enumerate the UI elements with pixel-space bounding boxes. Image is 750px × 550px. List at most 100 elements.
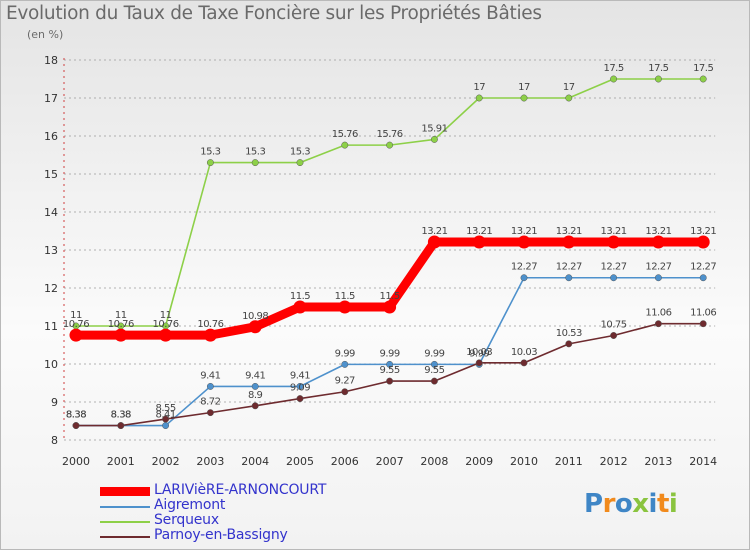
data-point-parnoy: [699, 320, 707, 328]
data-label-parnoy: 11.06: [645, 308, 671, 319]
data-point-lariviere: [248, 320, 262, 334]
data-label-parnoy: 8.72: [200, 397, 220, 408]
data-label-lariviere: 13.21: [556, 226, 582, 237]
data-point-lariviere: [383, 300, 397, 314]
data-point-parnoy: [654, 320, 662, 328]
data-label-aigremont: 12.27: [690, 262, 716, 273]
y-tick-label: 9: [51, 396, 58, 409]
data-label-lariviere: 13.21: [601, 226, 627, 237]
data-point-serqueux: [475, 94, 483, 102]
legend-swatch-serqueux: [100, 521, 150, 523]
data-point-parnoy: [341, 388, 349, 396]
data-label-parnoy: 10.03: [466, 347, 492, 358]
x-tick-label: 2010: [510, 455, 538, 468]
data-point-lariviere: [562, 235, 576, 249]
y-tick-label: 16: [44, 130, 58, 143]
data-point-lariviere: [696, 235, 710, 249]
legend-label-parnoy: Parnoy-en-Bassigny: [154, 527, 288, 543]
data-point-serqueux: [610, 75, 618, 83]
data-label-lariviere: 10.76: [63, 319, 89, 330]
data-label-aigremont: 9.99: [469, 348, 489, 359]
unit-label: (en %): [27, 28, 64, 41]
data-label-lariviere: 13.21: [690, 226, 716, 237]
data-label-serqueux: 15.76: [332, 129, 358, 140]
logo-letter: i: [648, 489, 658, 519]
x-tick-label: 2000: [62, 455, 90, 468]
data-point-lariviere: [427, 235, 441, 249]
data-point-lariviere: [517, 235, 531, 249]
legend-item-aigremont[interactable]: Aigremont: [100, 497, 420, 514]
x-tick-label: 2009: [465, 455, 493, 468]
data-point-lariviere: [114, 328, 128, 342]
data-point-lariviere: [69, 328, 83, 342]
legend-item-lariviere[interactable]: LARIVièRE-ARNONCOURT: [100, 482, 420, 499]
data-label-serqueux: 17.5: [648, 63, 668, 74]
data-point-aigremont: [699, 274, 707, 282]
data-point-lariviere: [472, 235, 486, 249]
logo-letter: r: [602, 489, 616, 519]
data-point-lariviere: [159, 328, 173, 342]
x-tick-label: 2007: [376, 455, 404, 468]
data-label-parnoy: 8.38: [66, 410, 86, 421]
data-label-aigremont: 9.99: [379, 348, 399, 359]
y-tick-label: 8: [51, 434, 58, 447]
data-label-lariviere: 10.76: [197, 319, 223, 330]
x-tick-label: 2011: [555, 455, 583, 468]
data-label-parnoy: 9.09: [290, 383, 310, 394]
logo-letter: P: [584, 489, 603, 519]
y-tick-label: 13: [44, 244, 58, 257]
data-point-lariviere: [293, 300, 307, 314]
data-label-lariviere: 11.5: [290, 291, 310, 302]
data-label-lariviere: 10.76: [153, 319, 179, 330]
logo-letter: o: [614, 489, 633, 519]
data-point-serqueux: [699, 75, 707, 83]
data-point-aigremont: [610, 274, 618, 282]
data-label-aigremont: 12.27: [511, 262, 537, 273]
data-label-serqueux: 11: [115, 310, 127, 321]
data-label-lariviere: 10.98: [242, 311, 268, 322]
data-point-parnoy: [610, 332, 618, 339]
legend-swatch-aigremont: [100, 506, 150, 508]
data-point-serqueux: [430, 135, 438, 143]
legend-swatch-lariviere: [100, 487, 150, 496]
data-point-serqueux: [251, 159, 259, 167]
legend: LARIVièRE-ARNONCOURT Aigremont Serqueux …: [100, 482, 420, 544]
data-label-serqueux: 15.3: [200, 147, 220, 158]
data-point-serqueux: [654, 75, 662, 83]
legend-label-aigremont: Aigremont: [154, 497, 226, 513]
data-point-serqueux: [520, 94, 528, 102]
data-label-aigremont: 9.99: [335, 348, 355, 359]
data-label-serqueux: 15.91: [421, 123, 447, 134]
data-point-parnoy: [430, 377, 438, 385]
data-label-lariviere: 11.5: [379, 291, 399, 302]
data-point-lariviere: [607, 235, 621, 249]
data-label-serqueux: 17: [473, 82, 485, 93]
x-tick-label: 2006: [331, 455, 359, 468]
data-label-aigremont: 12.27: [556, 262, 582, 273]
data-label-parnoy: 9.27: [335, 376, 355, 387]
data-label-aigremont: 9.41: [245, 370, 265, 381]
data-label-serqueux: 15.3: [245, 147, 265, 158]
data-label-aigremont: 12.27: [601, 262, 627, 273]
logo-letter: t: [656, 489, 669, 519]
y-tick-label: 15: [44, 168, 58, 181]
legend-item-serqueux[interactable]: Serqueux: [100, 512, 420, 529]
data-label-lariviere: 10.76: [108, 319, 134, 330]
data-point-aigremont: [206, 382, 214, 390]
data-point-aigremont: [386, 360, 394, 368]
legend-item-parnoy[interactable]: Parnoy-en-Bassigny: [100, 527, 420, 544]
x-tick-label: 2001: [107, 455, 135, 468]
data-label-serqueux: 15.3: [290, 147, 310, 158]
proxiti-logo: Proxiti: [584, 489, 678, 519]
series-line-serqueux: [75, 78, 705, 327]
data-point-serqueux: [206, 159, 214, 167]
data-point-parnoy: [251, 402, 259, 410]
data-point-aigremont: [565, 274, 573, 282]
data-point-parnoy: [475, 359, 483, 367]
legend-label-lariviere: LARIVièRE-ARNONCOURT: [154, 482, 327, 498]
data-point-parnoy: [565, 340, 573, 348]
data-point-lariviere: [203, 328, 217, 342]
data-point-aigremont: [162, 422, 170, 430]
logo-letter: x: [632, 489, 649, 519]
